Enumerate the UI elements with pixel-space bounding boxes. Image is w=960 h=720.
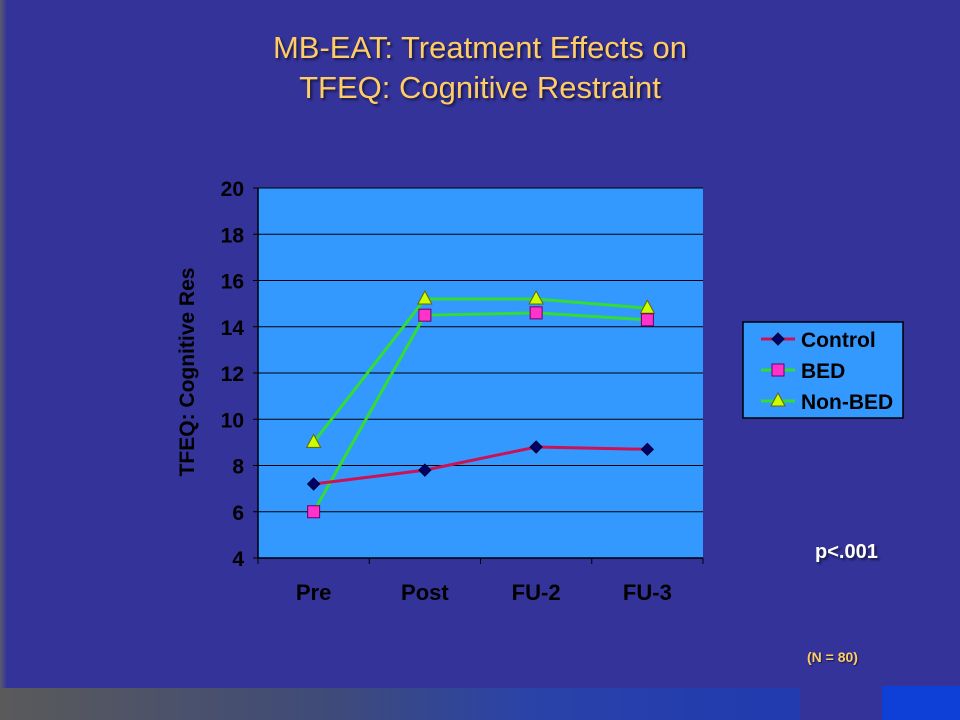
x-tick-label: Pre bbox=[296, 580, 331, 605]
y-tick-label: 4 bbox=[232, 548, 244, 571]
x-tick-label: FU-2 bbox=[512, 580, 561, 605]
x-tick-label: Post bbox=[401, 580, 449, 605]
y-tick-label: 8 bbox=[232, 456, 244, 479]
data-point-bed bbox=[640, 313, 654, 327]
y-tick-label: 20 bbox=[221, 178, 244, 201]
data-point-control bbox=[529, 440, 543, 454]
y-tick-label: 18 bbox=[221, 224, 245, 247]
data-point-bed bbox=[418, 308, 432, 322]
slide-title: MB-EAT: Treatment Effects on TFEQ: Cogni… bbox=[140, 28, 820, 108]
series-line-non-bed bbox=[312, 297, 648, 444]
legend-marker bbox=[771, 332, 785, 346]
legend-label: BED bbox=[801, 360, 845, 383]
y-tick-label: 16 bbox=[221, 271, 244, 294]
data-point-bed bbox=[529, 306, 543, 320]
x-tick-label: FU-3 bbox=[623, 580, 672, 605]
sample-size-label: (N = 80) bbox=[807, 649, 858, 665]
title-line-2: TFEQ: Cognitive Restraint bbox=[299, 70, 661, 105]
data-point-non-bed bbox=[528, 289, 544, 305]
bottom-corner-block bbox=[800, 684, 882, 720]
y-tick-label: 6 bbox=[232, 502, 244, 525]
legend-label: Non-BED bbox=[801, 391, 893, 414]
data-point-control bbox=[418, 463, 432, 477]
data-point-bed bbox=[307, 505, 321, 519]
data-point-control bbox=[640, 442, 655, 457]
legend-marker bbox=[770, 391, 786, 407]
y-tick-label: 12 bbox=[221, 363, 244, 386]
bottom-corner-square bbox=[882, 686, 960, 720]
series-line-bed bbox=[312, 311, 648, 513]
legend-marker bbox=[771, 363, 785, 377]
data-point-non-bed bbox=[417, 289, 433, 305]
y-tick-label: 14 bbox=[221, 317, 245, 340]
y-axis-label: TFEQ: Cognitive Res bbox=[176, 268, 199, 477]
series-line-control bbox=[313, 445, 648, 486]
p-value-label: p<.001 bbox=[815, 541, 878, 563]
left-edge-decoration bbox=[0, 0, 6, 690]
y-tick-label: 10 bbox=[221, 409, 244, 432]
title-line-1: MB-EAT: Treatment Effects on bbox=[272, 30, 688, 65]
data-point-non-bed bbox=[639, 299, 656, 314]
data-point-non-bed bbox=[305, 433, 322, 448]
legend-label: Control bbox=[801, 329, 876, 352]
data-point-control bbox=[306, 477, 321, 491]
